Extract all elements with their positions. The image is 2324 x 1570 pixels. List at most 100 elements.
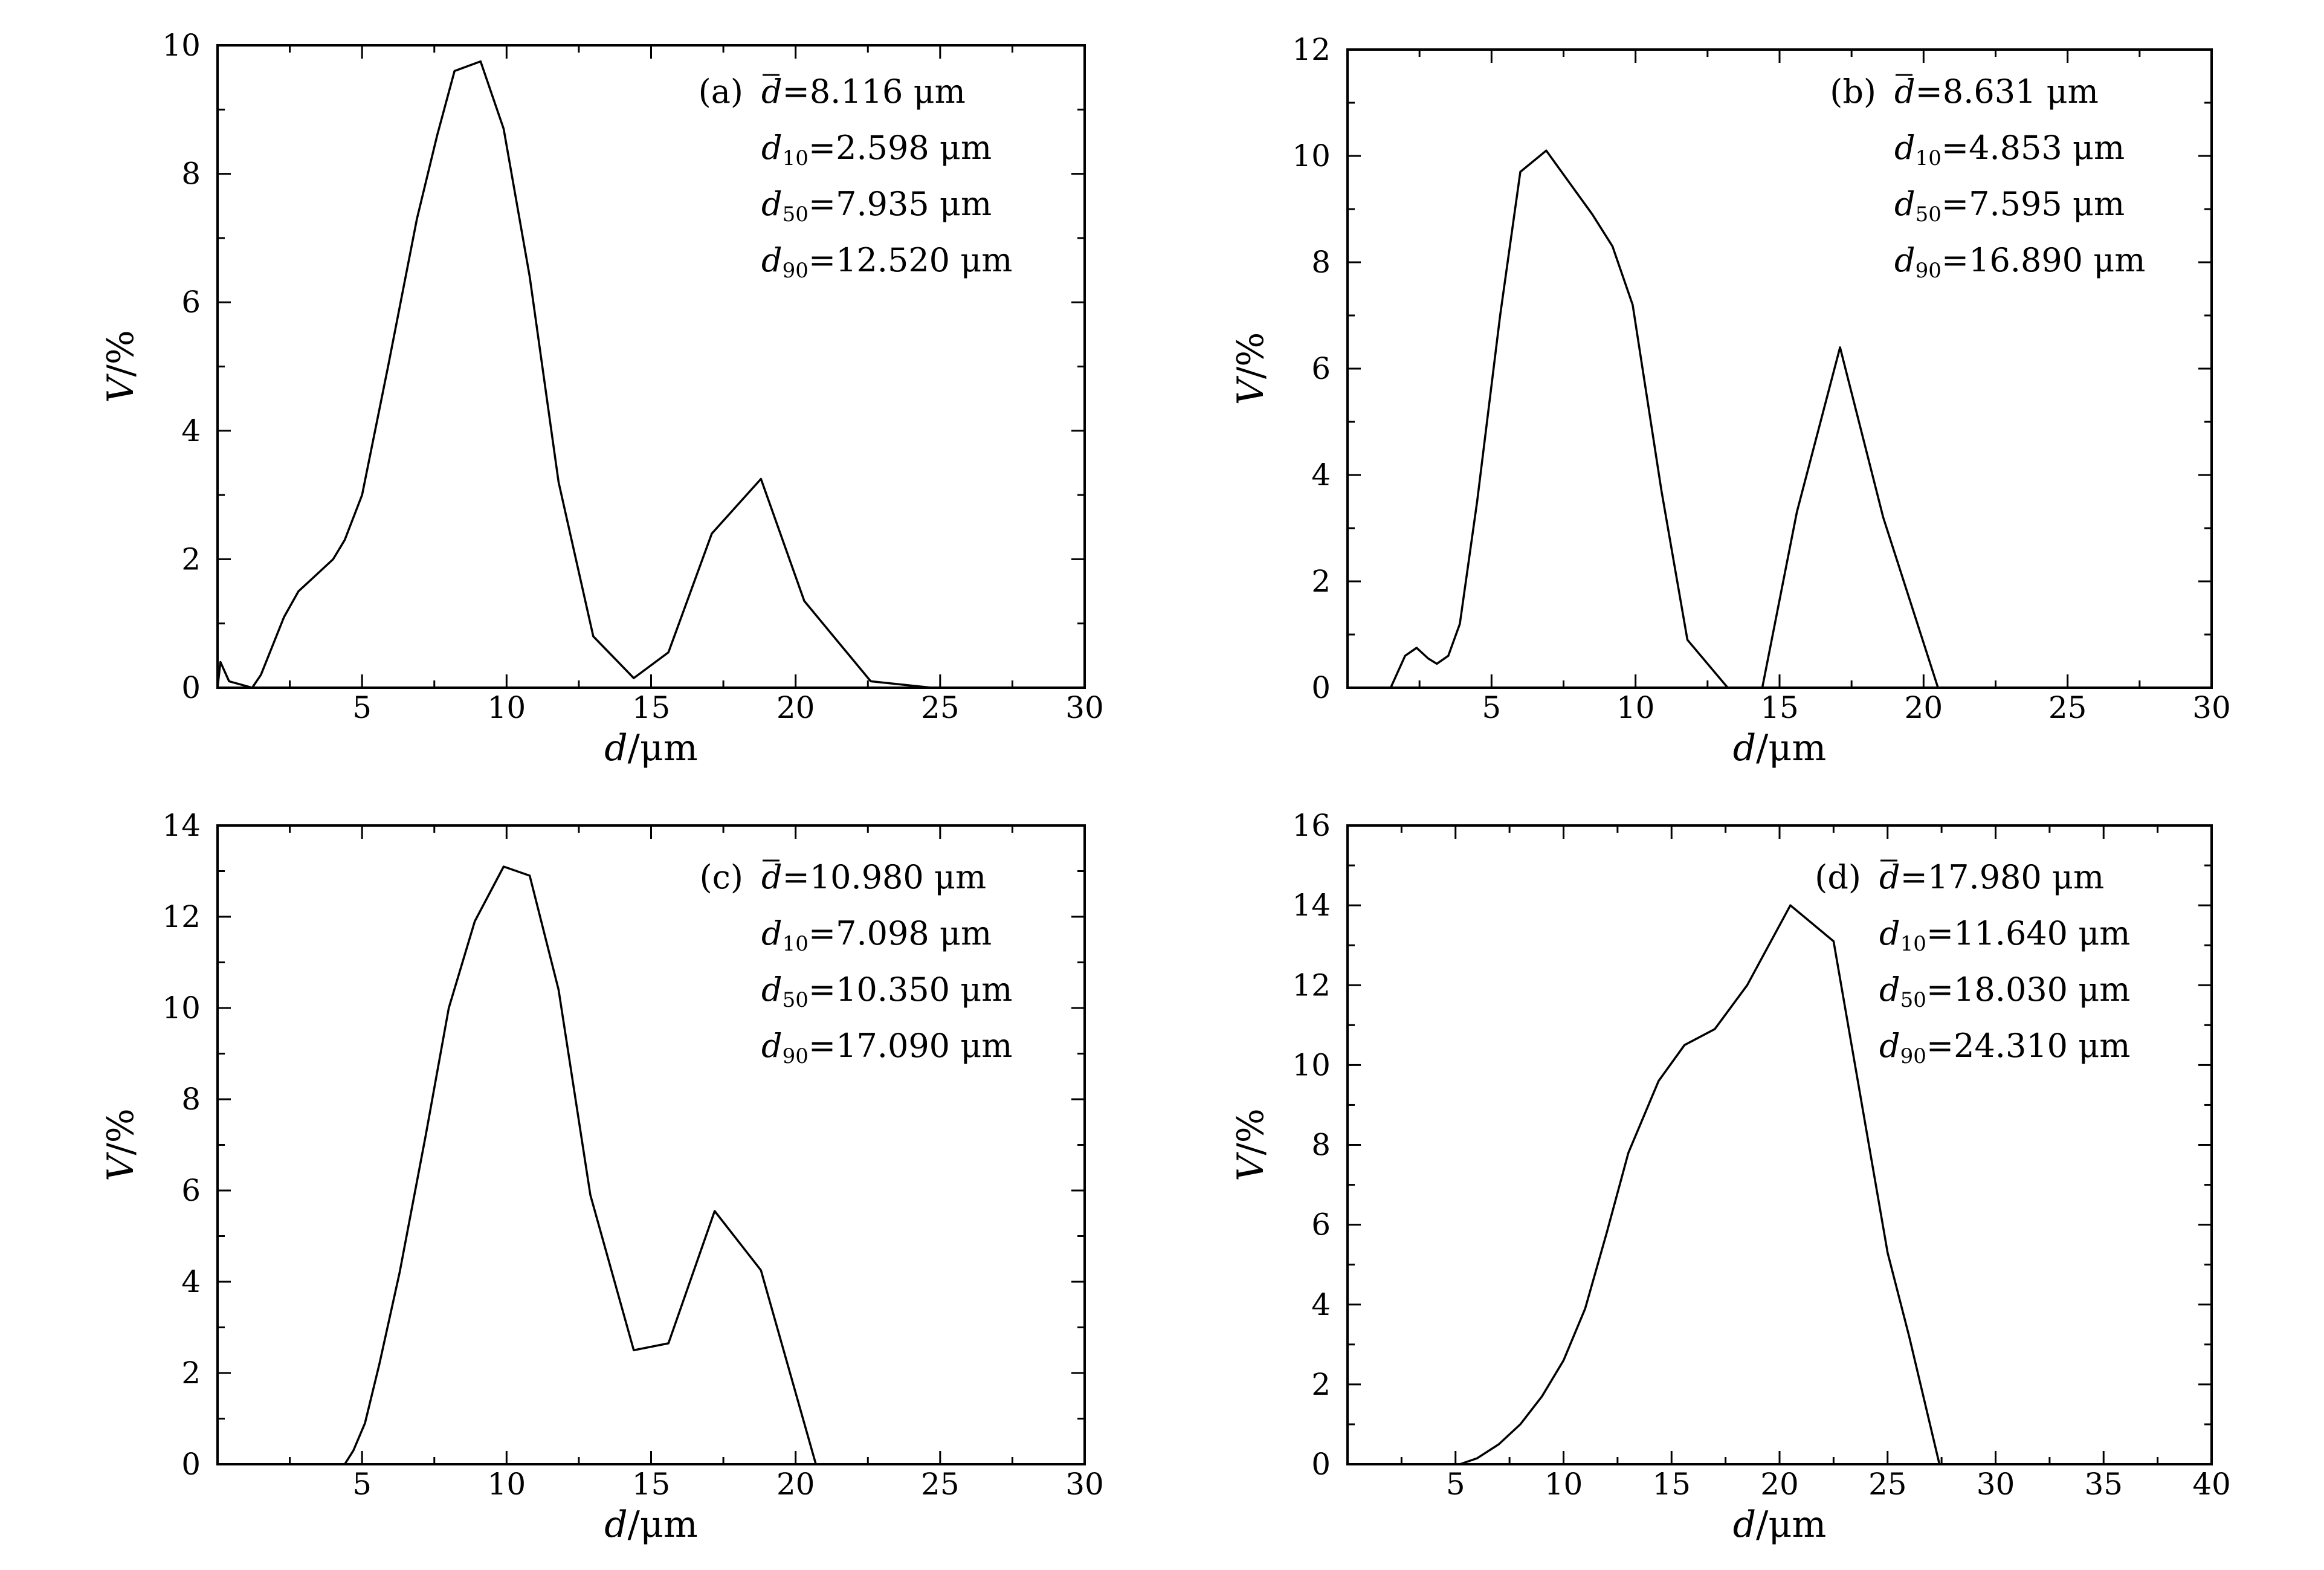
x-axis-label-symbol: d [604,727,627,769]
stat-annotation: d90=24.310 μm [1879,1027,2131,1068]
stat-symbol: d [1879,971,1900,1009]
panel-label: (c) [700,858,743,896]
stat-value: =2.598 μm [809,129,992,167]
stat-symbol: d [1894,185,1916,223]
x-tick-label: 10 [1616,690,1655,725]
x-tick-label: 30 [1977,1467,2015,1502]
stat-value: =24.310 μm [1926,1027,2131,1065]
stat-value: =7.098 μm [809,914,992,952]
stat-subscript: 50 [1916,202,1942,227]
y-axis-label-unit: /% [1230,1108,1272,1155]
x-tick-label: 15 [632,690,671,725]
y-axis-label: V/% [1230,1108,1272,1181]
y-tick-label: 6 [1311,351,1331,386]
y-tick-label: 6 [1311,1207,1331,1242]
x-tick-label: 15 [1760,690,1799,725]
y-tick-label: 6 [181,1173,201,1208]
x-tick-label: 5 [1446,1467,1465,1502]
x-tick-label: 30 [1065,1467,1104,1502]
stat-value: =10.350 μm [809,971,1013,1009]
x-tick-label: 10 [488,690,526,725]
x-axis-label-symbol: d [1733,727,1756,769]
stat-subscript: 90 [783,259,809,283]
x-axis-label-unit: /μm [1756,1504,1826,1546]
y-tick-label: 14 [1292,888,1331,923]
series-line [216,60,932,689]
y-tick-label: 2 [1311,564,1331,599]
y-tick-label: 8 [1311,245,1331,280]
y-tick-label: 4 [1311,1287,1331,1322]
stat-symbol: d [1879,1027,1900,1065]
stat-annotation: d90=12.520 μm [761,241,1013,283]
stat-subscript: 50 [783,202,809,227]
series-line [344,865,817,1465]
x-tick-label: 20 [1905,690,1943,725]
panel-label: (a) [699,73,743,111]
y-axis-label-symbol: V [1230,1152,1272,1181]
stat-value: =8.116 μm [783,73,966,111]
x-tick-label: 25 [2048,690,2087,725]
x-axis-label: d/μm [604,1504,698,1546]
stat-subscript: 10 [1900,932,1926,956]
x-tick-label: 5 [352,690,372,725]
stat-annotation: d=17.980 μm [1879,858,2104,896]
y-tick-label: 4 [181,413,201,448]
stat-value: =10.980 μm [783,858,987,896]
y-axis-label: V/% [100,330,142,403]
stat-subscript: 50 [783,988,809,1012]
stat-annotation: d90=16.890 μm [1894,241,2146,283]
y-tick-label: 0 [1311,670,1331,705]
x-tick-label: 35 [2084,1467,2123,1502]
stat-symbol: d [761,73,783,111]
stat-value: =8.631 μm [1916,73,2099,111]
y-tick-label: 0 [1311,1447,1331,1482]
stat-value: =17.980 μm [1900,858,2105,896]
y-tick-label: 4 [1311,457,1331,493]
y-tick-label: 10 [1292,138,1331,173]
x-axis-label-unit: /μm [628,1504,698,1546]
stat-annotation: d10=11.640 μm [1879,914,2131,956]
y-tick-label: 4 [181,1264,201,1299]
x-tick-label: 20 [1760,1467,1799,1502]
stat-symbol: d [761,914,783,952]
x-tick-label: 25 [1868,1467,1907,1502]
x-axis-label: d/μm [1733,1504,1827,1546]
stat-subscript: 90 [783,1044,809,1068]
y-tick-label: 0 [181,670,201,705]
stat-symbol: d [1879,914,1900,952]
x-tick-label: 30 [2192,690,2231,725]
y-tick-label: 10 [1292,1047,1331,1082]
stat-symbol: d [761,858,783,896]
x-tick-label: 20 [776,1467,815,1502]
stat-symbol: d [761,1027,783,1065]
x-tick-label: 15 [632,1467,671,1502]
x-axis-label-unit: /μm [628,727,698,769]
x-tick-label: 30 [1065,690,1104,725]
y-tick-label: 2 [181,541,201,577]
x-tick-label: 25 [921,1467,960,1502]
panel-label: (d) [1815,858,1861,896]
panel-label: (b) [1830,73,1876,111]
x-axis-label-unit: /μm [1756,727,1826,769]
stat-symbol: d [761,241,783,279]
stat-value: =18.030 μm [1926,971,2131,1009]
y-tick-label: 8 [181,157,201,192]
stat-annotation: d50=7.935 μm [761,185,992,227]
x-tick-label: 40 [2192,1467,2231,1502]
y-axis-label-symbol: V [100,1152,142,1181]
y-tick-label: 12 [1292,32,1331,67]
y-tick-label: 6 [181,285,201,320]
x-tick-label: 25 [921,690,960,725]
y-tick-label: 2 [1311,1367,1331,1402]
stat-annotation: d10=4.853 μm [1894,129,2125,170]
y-axis-label-symbol: V [100,373,142,403]
y-tick-label: 12 [1292,968,1331,1003]
stat-annotation: d=8.116 μm [761,73,966,111]
series-line [1459,904,1941,1465]
stat-value: =11.640 μm [1926,914,2131,952]
y-tick-label: 8 [181,1082,201,1117]
stat-annotation: d=8.631 μm [1894,73,2099,111]
